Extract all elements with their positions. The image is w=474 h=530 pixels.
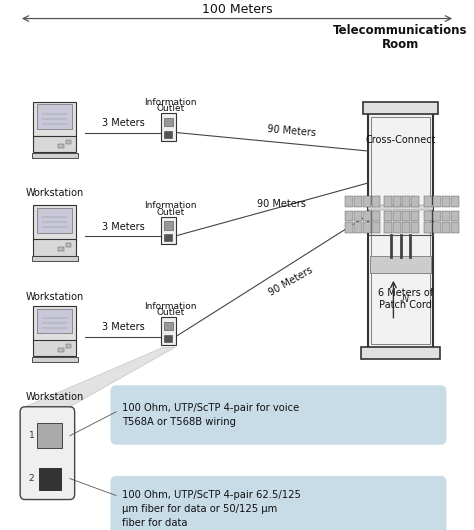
Text: 6 Meters of
Patch Cord: 6 Meters of Patch Cord	[378, 288, 433, 310]
FancyBboxPatch shape	[37, 208, 72, 233]
FancyBboxPatch shape	[384, 196, 392, 207]
FancyBboxPatch shape	[39, 468, 61, 490]
FancyBboxPatch shape	[65, 243, 72, 247]
FancyBboxPatch shape	[33, 205, 76, 241]
FancyBboxPatch shape	[393, 211, 401, 222]
FancyBboxPatch shape	[361, 347, 439, 359]
Text: 100 Meters: 100 Meters	[202, 3, 272, 16]
FancyBboxPatch shape	[393, 196, 401, 207]
FancyBboxPatch shape	[363, 196, 371, 207]
FancyBboxPatch shape	[363, 223, 371, 233]
FancyBboxPatch shape	[58, 144, 64, 148]
Text: Workstation: Workstation	[26, 392, 83, 402]
FancyBboxPatch shape	[433, 223, 441, 233]
FancyBboxPatch shape	[37, 308, 72, 333]
FancyBboxPatch shape	[33, 340, 76, 356]
FancyBboxPatch shape	[411, 223, 419, 233]
FancyBboxPatch shape	[451, 196, 459, 207]
Text: N: N	[402, 294, 409, 304]
FancyBboxPatch shape	[345, 211, 353, 222]
FancyBboxPatch shape	[31, 357, 78, 361]
FancyBboxPatch shape	[393, 223, 401, 233]
Text: 90 Meters: 90 Meters	[267, 264, 315, 297]
FancyBboxPatch shape	[37, 104, 72, 129]
Text: 100 Ohm, UTP/ScTP 4-pair 62.5/125
μm fiber for data or 50/125 μm
fiber for data: 100 Ohm, UTP/ScTP 4-pair 62.5/125 μm fib…	[122, 490, 301, 528]
FancyBboxPatch shape	[164, 131, 173, 138]
FancyBboxPatch shape	[433, 196, 441, 207]
FancyBboxPatch shape	[164, 335, 173, 342]
FancyBboxPatch shape	[58, 248, 64, 251]
Text: Outlet: Outlet	[156, 308, 185, 317]
FancyBboxPatch shape	[354, 211, 362, 222]
Text: Information: Information	[145, 302, 197, 311]
FancyBboxPatch shape	[31, 256, 78, 261]
Text: Information: Information	[145, 98, 197, 107]
FancyBboxPatch shape	[372, 211, 380, 222]
FancyBboxPatch shape	[161, 217, 176, 244]
FancyBboxPatch shape	[368, 205, 433, 210]
FancyBboxPatch shape	[442, 223, 450, 233]
FancyBboxPatch shape	[411, 211, 419, 222]
FancyBboxPatch shape	[345, 223, 353, 233]
FancyBboxPatch shape	[65, 344, 72, 348]
Text: 2: 2	[28, 474, 34, 483]
FancyBboxPatch shape	[451, 223, 459, 233]
FancyBboxPatch shape	[442, 196, 450, 207]
FancyBboxPatch shape	[368, 113, 433, 348]
FancyBboxPatch shape	[164, 222, 173, 229]
FancyBboxPatch shape	[354, 223, 362, 233]
FancyBboxPatch shape	[433, 211, 441, 222]
FancyBboxPatch shape	[372, 223, 380, 233]
Text: Telecommunications
Room: Telecommunications Room	[333, 24, 468, 51]
Text: 90 Meters: 90 Meters	[266, 124, 316, 138]
FancyBboxPatch shape	[424, 196, 432, 207]
Text: Workstation: Workstation	[26, 292, 83, 302]
FancyBboxPatch shape	[33, 102, 76, 137]
FancyBboxPatch shape	[110, 476, 447, 530]
Text: Outlet: Outlet	[156, 208, 185, 217]
FancyBboxPatch shape	[58, 348, 64, 352]
FancyBboxPatch shape	[411, 196, 419, 207]
Polygon shape	[25, 347, 175, 407]
FancyBboxPatch shape	[363, 211, 371, 222]
FancyBboxPatch shape	[384, 223, 392, 233]
Text: Information: Information	[145, 201, 197, 210]
FancyBboxPatch shape	[164, 118, 173, 126]
FancyBboxPatch shape	[164, 234, 173, 241]
FancyBboxPatch shape	[402, 196, 410, 207]
Text: 90 Meters: 90 Meters	[257, 199, 306, 209]
FancyBboxPatch shape	[33, 136, 76, 152]
FancyBboxPatch shape	[65, 140, 72, 144]
FancyBboxPatch shape	[33, 306, 76, 341]
FancyBboxPatch shape	[384, 211, 392, 222]
FancyBboxPatch shape	[20, 407, 75, 499]
Text: 3 Meters: 3 Meters	[101, 118, 145, 128]
FancyBboxPatch shape	[402, 211, 410, 222]
Text: 3 Meters: 3 Meters	[101, 222, 145, 232]
Text: 1: 1	[28, 431, 35, 440]
FancyBboxPatch shape	[424, 223, 432, 233]
FancyBboxPatch shape	[33, 240, 76, 255]
Text: 3 Meters: 3 Meters	[101, 322, 145, 332]
FancyBboxPatch shape	[424, 211, 432, 222]
FancyBboxPatch shape	[345, 196, 353, 207]
Text: Workstation: Workstation	[26, 188, 83, 198]
FancyBboxPatch shape	[372, 196, 380, 207]
FancyBboxPatch shape	[402, 223, 410, 233]
Text: 100 Ohm, UTP/ScTP 4-pair for voice
T568A or T568B wiring: 100 Ohm, UTP/ScTP 4-pair for voice T568A…	[122, 403, 299, 427]
FancyBboxPatch shape	[161, 317, 176, 345]
FancyBboxPatch shape	[110, 385, 447, 445]
Text: Outlet: Outlet	[156, 104, 185, 113]
FancyBboxPatch shape	[442, 211, 450, 222]
Text: Cross-Connect: Cross-Connect	[365, 135, 436, 145]
FancyBboxPatch shape	[354, 196, 362, 207]
FancyBboxPatch shape	[161, 113, 176, 141]
FancyBboxPatch shape	[451, 211, 459, 222]
FancyBboxPatch shape	[370, 256, 430, 273]
FancyBboxPatch shape	[164, 322, 173, 330]
FancyBboxPatch shape	[31, 153, 78, 157]
FancyBboxPatch shape	[363, 102, 438, 114]
FancyBboxPatch shape	[37, 423, 62, 448]
